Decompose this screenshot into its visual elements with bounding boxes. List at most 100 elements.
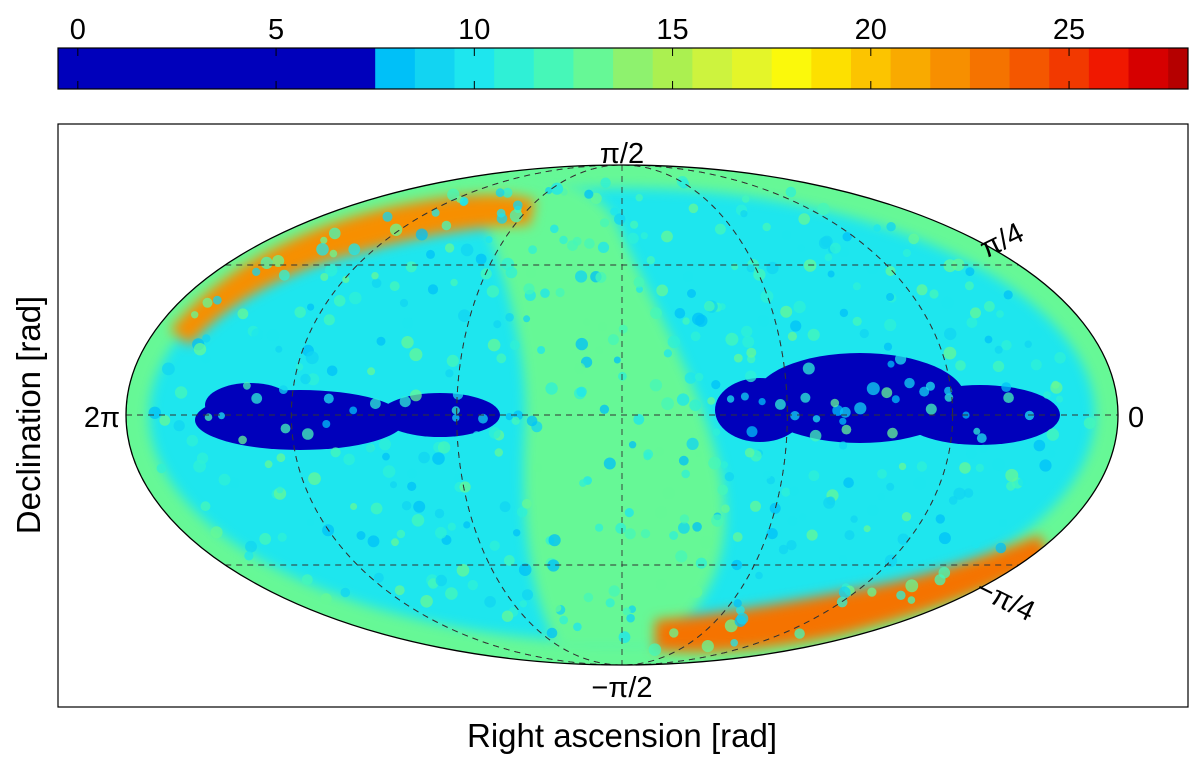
colorbar-tick-label: 15: [656, 14, 688, 46]
sky-dot: [251, 393, 263, 404]
sky-dot: [976, 433, 987, 443]
sky-dot: [730, 639, 738, 647]
sky-dot: [925, 381, 936, 391]
sky-dot: [640, 529, 651, 539]
sky-dot: [643, 452, 652, 461]
sky-dot: [548, 534, 561, 547]
sky-dot: [886, 482, 895, 491]
colorbar-segment-1: [375, 48, 416, 89]
sky-dot: [547, 559, 560, 572]
sky-dot: [356, 531, 366, 540]
sky-dot: [753, 268, 766, 281]
sky-dot: [695, 450, 703, 458]
sky-dot: [204, 413, 213, 422]
sky-dot: [944, 393, 954, 402]
sky-dot: [701, 640, 714, 653]
region-void-east-2: [715, 378, 805, 442]
sky-dot: [807, 328, 820, 341]
sky-dot: [391, 538, 399, 547]
sky-dot: [389, 223, 403, 236]
sky-dot: [446, 354, 459, 367]
sky-dot: [410, 389, 422, 402]
sky-dot: [895, 353, 907, 365]
sky-dot: [866, 382, 880, 396]
y-axis-label: Declination [rad]: [10, 296, 47, 534]
sky-dot: [579, 479, 587, 487]
sky-dot: [762, 222, 771, 232]
sky-dot: [394, 585, 405, 596]
sky-dot: [540, 288, 550, 299]
colorbar-segment-5: [533, 48, 574, 89]
colorbar: 0 5 10 15 20 25: [57, 14, 1189, 90]
sky-dot: [493, 320, 502, 329]
sky-dot: [622, 607, 631, 616]
sky-dot: [896, 590, 906, 600]
sky-dot: [740, 392, 749, 401]
sky-dot: [778, 544, 789, 555]
sky-dot: [343, 453, 355, 466]
sky-dot: [434, 508, 445, 519]
colorbar-segment-21: [1168, 48, 1189, 89]
sky-dot: [746, 426, 758, 438]
sky-dot: [809, 429, 822, 442]
sky-dot: [200, 501, 211, 512]
graticule: [126, 164, 1118, 666]
sky-dot: [797, 244, 806, 252]
sky-dot: [794, 628, 805, 639]
sky-dot: [618, 324, 628, 334]
sky-dot: [202, 334, 211, 343]
sky-dot: [533, 463, 543, 473]
sky-dot: [376, 336, 386, 346]
sky-dot: [763, 470, 772, 479]
sky-dot: [745, 370, 757, 383]
sky-dot: [1005, 468, 1019, 482]
sky-dot: [742, 335, 755, 348]
sky-dot: [790, 320, 802, 332]
sky-dot: [841, 424, 852, 435]
sky-dot: [891, 395, 900, 404]
sky-dot: [348, 243, 361, 256]
sky-dot: [844, 530, 855, 541]
sky-dot: [444, 243, 455, 253]
sky-dot: [938, 566, 951, 579]
region-hotspot-north: [170, 194, 535, 345]
sky-dot: [599, 218, 610, 228]
sky-dot: [902, 248, 912, 258]
sky-dot: [803, 259, 817, 272]
sky-dot: [513, 200, 523, 211]
sky-dot: [264, 460, 273, 469]
sky-dot: [509, 340, 520, 351]
region-void-west-2: [205, 383, 295, 427]
sky-dot: [852, 282, 861, 291]
sky-dot: [877, 469, 887, 479]
sky-dot: [599, 404, 610, 414]
sky-dot: [867, 504, 879, 517]
sky-dot: [766, 261, 779, 275]
sky-dot: [867, 587, 877, 597]
sky-dot: [839, 417, 847, 425]
sky-dot: [494, 448, 503, 457]
colorbar-segment-17: [1009, 48, 1050, 89]
sky-dot: [511, 416, 520, 425]
sky-dot: [333, 295, 346, 307]
sky-dot: [984, 301, 995, 312]
sky-dot: [627, 232, 639, 244]
sky-dot: [401, 336, 414, 349]
sky-dot: [704, 300, 715, 312]
sky-dot: [320, 273, 329, 281]
sky-dot: [605, 598, 615, 608]
sky-dot: [714, 223, 726, 235]
sky-dot: [584, 189, 594, 199]
sky-dot: [808, 470, 820, 482]
sky-dot: [260, 256, 273, 269]
sky-dot: [690, 585, 703, 599]
sky-dot: [1039, 459, 1052, 472]
sky-dot: [740, 210, 748, 218]
sky-dot: [971, 539, 981, 549]
sky-dot: [781, 487, 791, 497]
sky-dot: [901, 512, 912, 522]
sky-dot: [452, 414, 460, 422]
sky-dot: [676, 393, 690, 406]
sky-dot: [943, 259, 957, 273]
sky-dot: [839, 441, 848, 450]
